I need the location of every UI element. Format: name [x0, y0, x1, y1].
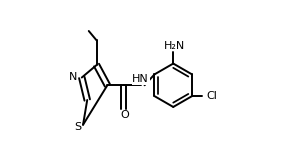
Text: H₂N: H₂N — [164, 41, 185, 51]
Text: HN: HN — [132, 74, 149, 84]
Text: N: N — [69, 73, 77, 82]
Text: O: O — [120, 111, 129, 120]
Text: S: S — [74, 122, 82, 132]
Text: Cl: Cl — [207, 91, 218, 101]
